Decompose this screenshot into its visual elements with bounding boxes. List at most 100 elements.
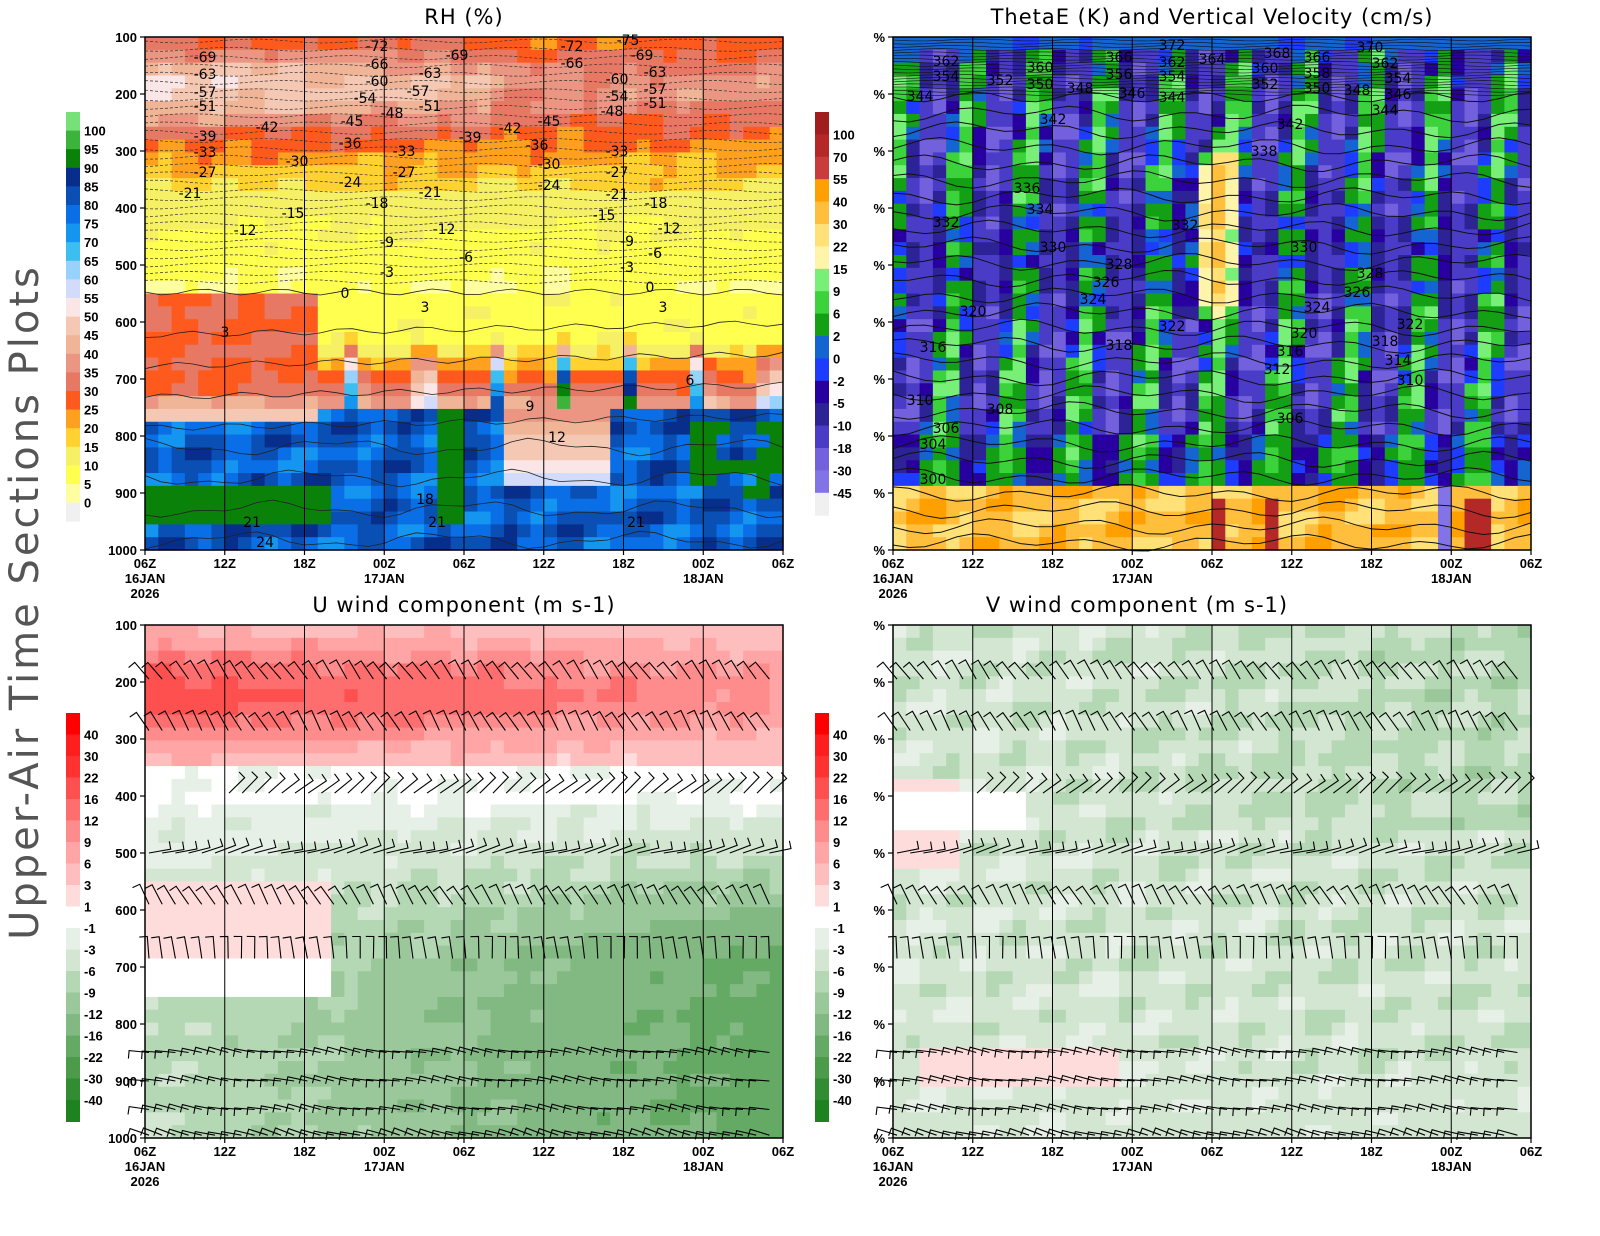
field-cell — [410, 62, 425, 77]
field-cell — [1105, 434, 1120, 448]
field-cell — [437, 139, 452, 154]
field-cell — [370, 139, 385, 154]
field-cell — [291, 216, 306, 230]
field-cell — [304, 88, 319, 102]
field-cell — [184, 1061, 199, 1075]
field-cell — [1225, 113, 1240, 128]
colorbar-swatch — [815, 224, 829, 247]
field-cell — [171, 753, 186, 767]
y-tick-label: 800 — [115, 429, 137, 444]
field-cell — [999, 306, 1014, 320]
field-cell — [344, 498, 359, 513]
field-cell — [1132, 165, 1147, 179]
field-cell — [450, 357, 465, 372]
field-cell — [477, 113, 492, 128]
field-cell — [1039, 485, 1054, 500]
field-cell — [384, 280, 399, 295]
field-cell — [769, 306, 784, 320]
field-cell — [410, 1035, 425, 1049]
field-cell — [743, 421, 758, 436]
field-cell — [932, 165, 947, 179]
field-cell — [331, 894, 345, 908]
field-cell — [384, 971, 399, 985]
field-cell — [291, 267, 306, 282]
field-cell — [1384, 524, 1399, 538]
field-cell — [1504, 139, 1519, 154]
field-cell — [224, 511, 239, 525]
field-cell — [583, 408, 598, 423]
field-cell — [1331, 113, 1346, 128]
field-cell — [211, 255, 226, 269]
field-cell — [357, 331, 372, 346]
field-cell — [517, 421, 532, 436]
field-cell — [1437, 485, 1452, 500]
field-cell — [304, 881, 319, 895]
field-cell — [1331, 344, 1346, 359]
field-cell — [1145, 473, 1160, 487]
field-cell — [184, 625, 199, 639]
field-cell — [1464, 357, 1479, 372]
field-cell — [986, 511, 1000, 525]
field-cell — [972, 511, 987, 525]
field-cell — [304, 689, 319, 703]
field-cell — [583, 203, 598, 218]
field-cell — [424, 190, 439, 205]
field-cell — [1092, 126, 1107, 141]
field-cell — [464, 447, 478, 461]
field-cell — [932, 306, 947, 320]
field-cell — [264, 971, 279, 985]
field-cell — [158, 650, 173, 665]
field-cell — [623, 293, 638, 307]
field-cell — [1145, 408, 1160, 423]
field-cell — [490, 306, 505, 320]
field-cell — [317, 984, 332, 998]
field-cell — [1477, 344, 1492, 359]
field-cell — [184, 817, 199, 831]
field-cell — [424, 267, 439, 282]
field-cell — [291, 190, 306, 205]
field-cell — [238, 537, 252, 551]
field-cell — [1358, 319, 1373, 333]
field-cell — [198, 984, 213, 998]
field-cell — [171, 280, 186, 295]
field-cell — [1504, 306, 1519, 320]
field-cell — [756, 216, 771, 230]
field-cell — [557, 101, 571, 115]
field-cell — [689, 306, 704, 320]
field-cell — [171, 817, 186, 831]
field-cell — [906, 434, 921, 448]
field-cell — [384, 62, 399, 77]
field-cell — [1291, 447, 1306, 461]
field-cell — [424, 689, 439, 703]
field-cell — [1477, 447, 1492, 461]
field-cell — [1398, 473, 1412, 487]
field-cell — [716, 357, 731, 372]
field-cell — [184, 203, 199, 218]
field-cell — [344, 830, 359, 844]
field-cell — [543, 434, 558, 448]
field-cell — [596, 370, 611, 384]
colorbar-label: 45 — [84, 328, 98, 343]
field-cell — [171, 766, 186, 780]
field-cell — [557, 408, 571, 423]
field-cell — [344, 919, 359, 934]
field-cell — [490, 101, 505, 115]
field-cell — [331, 396, 345, 410]
field-cell — [384, 868, 399, 883]
field-cell — [158, 434, 173, 448]
field-cell — [1517, 498, 1532, 513]
field-cell — [1384, 537, 1399, 551]
y-tick-label: % — [873, 486, 885, 501]
field-cell — [1225, 408, 1240, 423]
field-cell — [1371, 460, 1386, 474]
field-cell — [756, 421, 771, 436]
field-cell — [251, 370, 266, 384]
field-cell — [198, 676, 213, 690]
field-cell — [291, 357, 306, 372]
field-cell — [464, 37, 478, 51]
colorbar-swatch — [815, 179, 829, 203]
field-cell — [490, 344, 505, 359]
field-cell — [543, 75, 558, 89]
field-cell — [503, 319, 518, 333]
field-cell — [1198, 370, 1213, 384]
